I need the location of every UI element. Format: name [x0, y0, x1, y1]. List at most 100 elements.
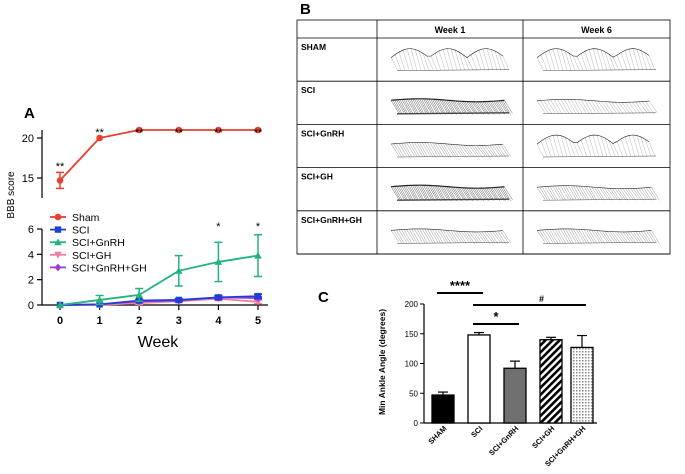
- stick-limb: [422, 142, 431, 157]
- stick-limb: [453, 230, 462, 243]
- stick-limb: [627, 188, 637, 201]
- stick-limb: [440, 229, 449, 244]
- stick-limb: [489, 231, 498, 244]
- stick-limb: [390, 143, 400, 157]
- stick-limb: [406, 142, 415, 157]
- stick-limb: [604, 138, 612, 158]
- stick-limb: [616, 55, 624, 71]
- stick-limb: [557, 185, 566, 201]
- stick-limb: [588, 49, 596, 71]
- stick-limb: [633, 188, 642, 200]
- stick-limb: [471, 231, 480, 244]
- stick-limb: [410, 48, 418, 71]
- stick-limb: [547, 186, 556, 200]
- stick-limb: [548, 136, 556, 157]
- stick-limb: [437, 143, 446, 157]
- series-line: [59, 129, 258, 182]
- bar: [431, 394, 455, 424]
- stick-limb: [628, 135, 636, 158]
- stick-limb: [500, 144, 509, 157]
- stick-limb: [454, 49, 462, 71]
- stick-trunk: [390, 98, 505, 103]
- stick-limb: [453, 100, 463, 115]
- stick-limb: [398, 229, 407, 243]
- bar: [539, 339, 563, 424]
- legend-marker: [54, 251, 62, 259]
- stick-limb: [419, 185, 428, 201]
- stick-limb: [415, 185, 425, 202]
- stick-limb: [553, 99, 563, 115]
- stick-limb: [448, 186, 457, 202]
- stick-limb: [536, 100, 546, 113]
- stick-limb: [479, 145, 488, 157]
- stick-limb: [633, 231, 642, 244]
- stick-limb: [417, 98, 427, 114]
- stick-limb: [614, 188, 624, 200]
- stick-limb: [394, 186, 403, 202]
- stick-foot-line: [542, 198, 657, 201]
- stick-limb: [396, 229, 405, 244]
- stick-limb: [612, 188, 621, 201]
- stick-limb: [600, 49, 608, 71]
- stick-limb: [482, 48, 490, 71]
- stick-limb: [448, 230, 457, 244]
- stick-limb: [643, 230, 652, 244]
- stick-limb: [564, 137, 572, 157]
- panel-a-x-label: Week: [138, 334, 180, 351]
- stick-limb: [462, 54, 470, 70]
- legend-marker: [54, 213, 62, 221]
- stick-limb: [497, 144, 506, 158]
- stick-limb: [448, 100, 457, 115]
- x-tick-label: 2: [136, 315, 142, 327]
- stick-limb: [421, 185, 430, 202]
- stick-limb: [591, 186, 600, 200]
- significance-annotation: **: [56, 161, 65, 173]
- significance-label: #: [539, 294, 544, 304]
- stick-limb: [635, 188, 644, 201]
- stick-limb: [645, 101, 654, 115]
- x-tick-label: 0: [57, 315, 63, 327]
- stick-limb: [543, 100, 552, 115]
- stick-limb: [423, 98, 432, 114]
- stick-foot-line: [542, 155, 657, 158]
- data-point: [254, 251, 262, 259]
- stick-limb: [425, 185, 434, 201]
- stick-limb: [487, 145, 496, 157]
- stick-limb: [426, 185, 436, 202]
- significance-label: *: [493, 309, 499, 324]
- stick-limb: [615, 102, 624, 115]
- stick-limb: [419, 98, 428, 115]
- legend-label: Sham: [72, 212, 100, 224]
- stick-trunk: [390, 142, 503, 146]
- stick-limb: [555, 229, 564, 244]
- stick-limb: [399, 99, 409, 115]
- stick-limb: [394, 54, 402, 71]
- stick-limb: [399, 185, 409, 202]
- stick-limb: [601, 101, 610, 114]
- stick-limb: [596, 187, 605, 201]
- stick-limb: [588, 135, 596, 157]
- stick-limb: [405, 185, 414, 202]
- stick-limb: [580, 139, 588, 158]
- stick-limb: [414, 142, 423, 157]
- stick-limb: [407, 185, 416, 200]
- stick-limb: [459, 187, 468, 202]
- stick-limb: [616, 141, 624, 158]
- stick-limb: [470, 101, 479, 115]
- stick-limb: [446, 186, 455, 201]
- stick-limb: [642, 101, 651, 114]
- stick-limb: [648, 230, 657, 244]
- stick-limb: [442, 229, 452, 244]
- y-tick-label: 50: [409, 389, 418, 398]
- data-point: [135, 291, 143, 298]
- stick-limb: [450, 230, 459, 244]
- significance-label: ****: [450, 278, 471, 293]
- data-point: [215, 294, 222, 301]
- stick-foot-line: [396, 69, 510, 71]
- stick-limb: [646, 230, 655, 243]
- stick-limb: [470, 54, 478, 71]
- stick-limb: [434, 53, 442, 71]
- stick-limb: [584, 51, 592, 70]
- stick-limb: [599, 187, 608, 200]
- stick-limb: [560, 49, 568, 70]
